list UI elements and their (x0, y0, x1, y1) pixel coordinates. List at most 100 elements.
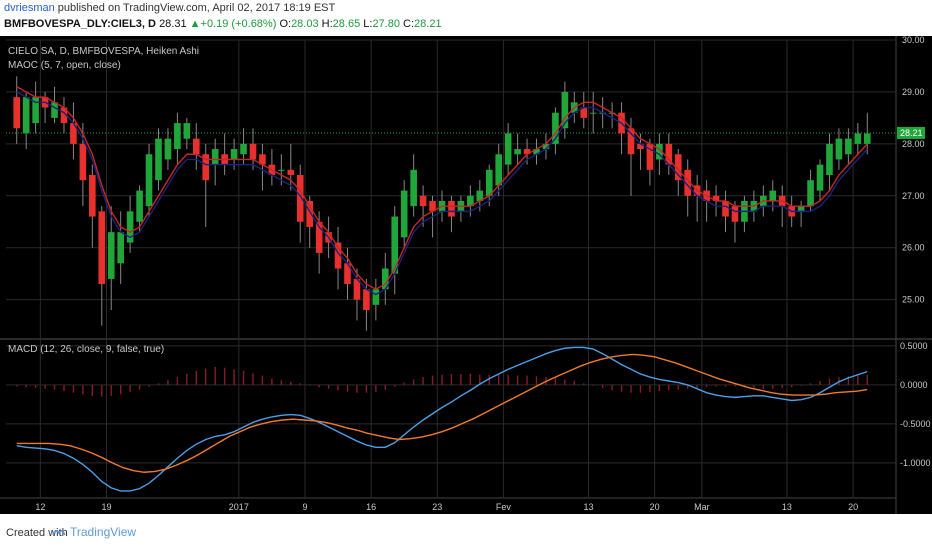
close-label: C: (403, 18, 415, 30)
main-panel-title: CIELO SA, D, BMFBOVESPA, Heiken Ashi (8, 46, 199, 57)
candle-body (807, 180, 814, 207)
x-tick-label: 13 (782, 502, 792, 512)
candle-body (722, 200, 729, 217)
candle-body (183, 123, 191, 139)
candle-body (656, 143, 663, 160)
candle-body (287, 169, 295, 176)
last-price-badge (897, 126, 925, 139)
candle-body (731, 206, 739, 222)
candle-body (306, 200, 313, 227)
candle-body (835, 138, 843, 160)
candle-body (117, 232, 124, 264)
maoc-line (16, 86, 868, 291)
candle-body (467, 195, 474, 207)
footer-brand[interactable]: TradingView (70, 525, 137, 539)
candle-body (13, 97, 21, 129)
candle-body (533, 149, 540, 155)
publish-header: dvriesman published on TradingView.com, … (0, 0, 932, 36)
candle-body (419, 195, 427, 207)
candle-body (164, 138, 172, 160)
candle-body (514, 149, 521, 155)
candle-body (580, 107, 588, 118)
chart-area[interactable]: 30.00 29.00 28.00 27.00 26.00 25.00 0.5000 0.00… (0, 35, 932, 514)
candle-body (107, 232, 115, 279)
candle-body (155, 138, 162, 181)
candle-body (334, 242, 342, 269)
chart-svg[interactable]: 30.00 29.00 28.00 27.00 26.00 25.00 0.5000 0.00… (0, 35, 932, 514)
main-y-tick-label: 30.00 (902, 36, 925, 45)
candle-body (637, 143, 644, 150)
candle-body (249, 143, 257, 160)
candle-body (259, 154, 266, 165)
main-y-tick-label: 28.00 (902, 139, 925, 149)
candle-body (126, 211, 134, 243)
candle-body (854, 133, 862, 144)
candle-body (98, 211, 106, 285)
candle-body (400, 190, 408, 238)
last-price: 28.31 (159, 18, 187, 30)
candle-body (230, 149, 238, 160)
candle-body (192, 138, 200, 155)
macd-y-tick-label: -0.5000 (900, 419, 931, 429)
candle-body (381, 268, 389, 290)
candle-body (410, 169, 417, 207)
footer-created: Created with (6, 527, 68, 539)
high-label: H: (321, 18, 333, 30)
author-link[interactable]: dvriesman (4, 2, 55, 14)
x-tick-label: 2017 (229, 502, 249, 512)
x-tick-label: Fev (496, 502, 512, 512)
candle-body (589, 112, 597, 114)
x-tick-label: 16 (366, 502, 376, 512)
candle-body (684, 169, 692, 196)
candles (13, 76, 871, 331)
candle-body (22, 97, 30, 134)
high-value: 28.65 (332, 18, 361, 30)
candle-body (296, 175, 304, 222)
candle-body (646, 143, 654, 170)
candle-body (344, 263, 351, 285)
x-tick-label: 12 (35, 502, 45, 512)
quote-line: BMFBOVESPA_DLY:CIEL3, D 28.31 ▲+0.19 (+0… (4, 18, 442, 30)
candle-body (211, 149, 219, 165)
candle-body (476, 190, 484, 201)
candle-body (845, 138, 852, 155)
publish-line: dvriesman published on TradingView.com, … (4, 2, 335, 14)
candle-body (32, 97, 39, 124)
main-y-tick-label: 26.00 (902, 243, 925, 253)
x-tick-label: 13 (583, 502, 593, 512)
main-y-tick-label: 27.00 (902, 191, 925, 201)
grid-lines (0, 36, 932, 514)
candle-body (174, 123, 181, 150)
main-y-tick-label: 29.00 (902, 87, 925, 97)
signal-line (16, 353, 868, 473)
candle-body (51, 102, 58, 118)
candle-body (627, 128, 635, 155)
maoc-line (16, 91, 868, 296)
candle-body (448, 200, 455, 217)
candle-body (552, 112, 559, 144)
candle-body (816, 164, 824, 191)
maoc-indicator-label: MAOC (5, 7, open, close) (8, 60, 121, 71)
macd-histogram (16, 366, 868, 397)
maoc-lines (16, 86, 868, 296)
candle-body (826, 143, 833, 176)
main-y-tick-label: 25.00 (902, 295, 925, 305)
candle-body (665, 143, 673, 165)
footer: Created with TradingView (0, 514, 932, 550)
macd-y-tick-label: 0.0000 (900, 380, 928, 390)
candle-body (504, 133, 512, 165)
candle-body (240, 143, 247, 155)
x-tick-label: 23 (432, 502, 442, 512)
open-label: O: (279, 18, 292, 30)
x-tick-label: Mar (694, 502, 710, 512)
candle-body (485, 169, 493, 196)
candle-body (60, 107, 68, 124)
candle-body (315, 221, 323, 253)
candle-body (136, 190, 143, 222)
x-tick-label: 20 (848, 502, 858, 512)
candle-body (202, 154, 210, 181)
candle-body (363, 289, 370, 311)
candle-body (523, 149, 531, 155)
candle-body (70, 123, 77, 144)
macd-y-tick-label: 0.5000 (900, 341, 928, 351)
